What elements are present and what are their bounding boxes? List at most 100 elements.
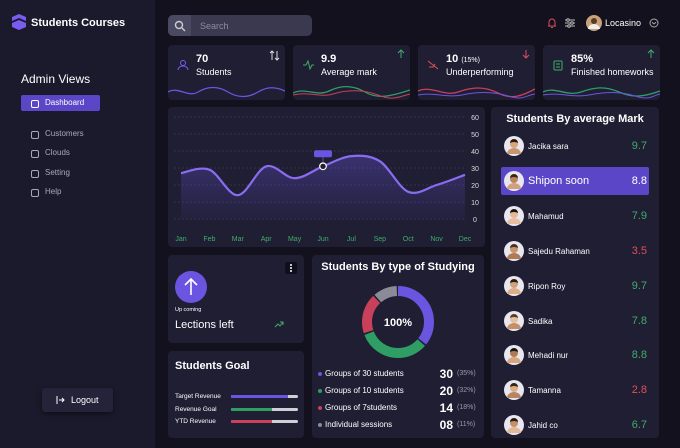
student-mark: 9.7 [631,140,647,152]
avatar-hair [510,383,518,388]
student-mark: 6.7 [631,419,647,432]
menu-item[interactable]: Setting [21,165,100,181]
student-name: Jahid co [528,421,558,431]
student-row[interactable]: Tamanna 2.8 [501,376,649,404]
x-tick-label: Oct [403,236,414,243]
student-row[interactable]: Jacika sara 9.7 [501,132,649,160]
x-tick-label: Jan [175,236,186,243]
x-tick-label: Dec [459,236,472,243]
lections-caption: Up coming [175,307,202,313]
x-tick-label: Apr [261,236,273,243]
menu-item[interactable]: Help [21,184,100,200]
brand: Students Courses [31,17,126,29]
x-tick-label: Nov [430,236,443,243]
student-mark: 8.8 [631,349,647,362]
menu-label: Setting [45,167,70,177]
x-tick-label: Jun [317,236,328,243]
student-avatar [504,136,524,156]
menu-item[interactable]: Dashboard [21,95,100,111]
y-tick-label: 20 [471,183,479,190]
study-percent: (35%) [457,370,476,377]
menu-item[interactable]: Clouds [21,145,100,161]
y-tick-label: 50 [471,132,479,139]
student-row[interactable]: Mehadi nur 8.8 [501,341,649,369]
lections-card: Up coming Lections left [168,255,304,343]
student-avatar [504,310,524,331]
goal-title: Students Goal [175,360,250,372]
student-avatar [504,380,524,401]
avatar-hair [510,278,518,283]
menu-label: Dashboard [45,98,85,107]
student-row[interactable]: Jahid co 6.7 [501,411,649,438]
student-name: Mehadi nur [528,351,569,361]
avatar-body [507,287,521,294]
y-tick-label: 0 [473,217,477,224]
avatar-body [507,427,521,434]
stat-card: 10 (15%) Underperforming [418,45,535,100]
lections-title: Lections left [175,319,234,331]
goal-progress [231,395,288,398]
student-name: Sadika [528,316,553,326]
menu-icon [31,150,39,159]
goal-progress [231,407,272,411]
student-row[interactable]: Shipon soon 8.8 [501,166,649,195]
marks-title: Students By average Mark [506,113,644,125]
donut-center: 100% [384,317,412,329]
study-card: Students By type of Studying 100% Groups… [312,255,484,438]
x-tick-label: Jul [347,236,356,243]
student-avatar [504,170,524,191]
search-placeholder: Search [200,21,229,31]
donut-segment [362,286,434,358]
user-menu-toggle[interactable] [649,18,659,28]
y-tick-label: 10 [471,200,479,207]
bell-icon[interactable] [546,17,558,29]
stat-label: Average mark [321,67,377,77]
student-row[interactable]: Ripon Roy 9.7 [501,272,649,300]
stat-value: 70 [196,53,209,65]
avatar-hair [510,139,518,143]
study-percent: (11%) [457,421,476,428]
stat-icon [177,60,189,71]
more-button[interactable] [285,262,297,274]
student-mark: 7.9 [631,209,647,222]
settings-icon[interactable] [564,17,576,29]
menu-icon [31,130,39,139]
stat-icon [303,59,314,71]
student-row[interactable]: Sadika 7.8 [501,307,649,335]
donut-chart: 100% [362,286,434,358]
student-row[interactable]: Mahamud 7.9 [501,202,649,230]
logout-button[interactable]: Logout [42,388,113,412]
user-avatar[interactable] [586,15,602,31]
stat-note: (15%) [461,57,480,64]
study-count: 14 [439,401,453,415]
avatar-hair [510,173,518,178]
stat-value: 85% [571,53,594,65]
stat-trend [647,49,655,58]
avatar-body [507,182,521,189]
menu-icon [31,169,39,178]
student-name: Tamanna [528,386,561,396]
study-percent: (32%) [457,387,476,394]
donut-segment [362,286,434,358]
student-row[interactable]: Sajedu Rahaman 3.5 [501,237,649,265]
menu-label: Customers [45,128,84,138]
study-count: 30 [439,367,453,381]
student-avatar [504,345,524,366]
menu-icon [31,189,39,198]
stat-label: Students [196,67,232,77]
stat-wave [293,85,410,99]
stat-trend [397,49,405,58]
menu-item[interactable]: Customers [21,126,100,142]
study-percent: (18%) [457,404,476,411]
study-bullet [318,389,322,393]
student-mark: 8.8 [631,174,647,187]
study-label: Groups of 7students [325,403,398,412]
line-area [181,155,465,219]
student-mark: 7.8 [631,314,647,327]
study-label: Groups of 30 students [325,369,404,378]
x-tick-label: May [288,236,302,243]
study-title: Students By type of Studying [321,261,475,273]
search-box[interactable]: Search [168,15,312,36]
lections-trend [274,321,284,328]
